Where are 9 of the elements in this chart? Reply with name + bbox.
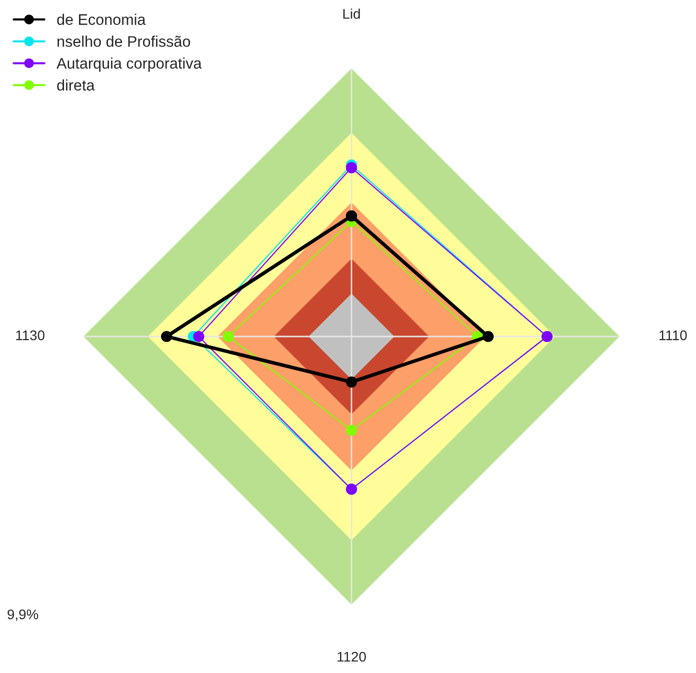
spoke-label: 1130 <box>16 330 44 340</box>
text: 9,9% <box>8 609 38 621</box>
legend-label: direta <box>57 79 95 91</box>
spoke-label: Lid <box>343 8 360 19</box>
legend-label: de Economia <box>57 14 146 25</box>
legend-label: Autarquia corporativa <box>56 58 202 72</box>
spoke-label: 1120 <box>338 652 366 662</box>
legend-label: nselho de Profissão <box>58 36 190 47</box>
spoke-label: 1110 <box>660 330 687 340</box>
